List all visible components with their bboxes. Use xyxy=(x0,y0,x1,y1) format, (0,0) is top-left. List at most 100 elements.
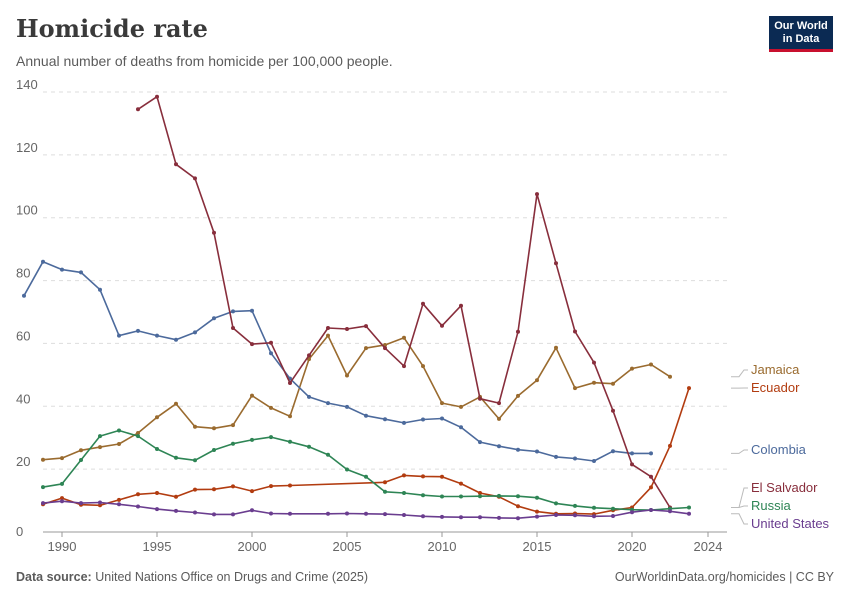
data-point[interactable] xyxy=(364,324,368,329)
data-point[interactable] xyxy=(459,481,463,486)
data-point[interactable] xyxy=(193,176,197,181)
data-point[interactable] xyxy=(98,500,102,505)
data-point[interactable] xyxy=(649,508,653,512)
series-label[interactable]: Ecuador xyxy=(751,380,800,395)
data-point[interactable] xyxy=(60,481,64,486)
data-point[interactable] xyxy=(136,434,140,439)
data-point[interactable] xyxy=(687,386,691,391)
data-point[interactable] xyxy=(592,459,596,463)
data-point[interactable] xyxy=(554,501,558,506)
data-point[interactable] xyxy=(345,467,349,472)
data-point[interactable] xyxy=(573,329,577,334)
data-point[interactable] xyxy=(497,444,501,449)
data-point[interactable] xyxy=(174,455,178,460)
data-point[interactable] xyxy=(535,192,539,197)
series-el-salvador[interactable] xyxy=(136,94,672,510)
data-point[interactable] xyxy=(212,487,216,492)
data-point[interactable] xyxy=(136,107,140,112)
data-point[interactable] xyxy=(516,516,520,521)
data-point[interactable] xyxy=(155,491,159,495)
data-point[interactable] xyxy=(649,474,653,479)
data-point[interactable] xyxy=(573,456,577,461)
data-point[interactable] xyxy=(516,393,520,398)
data-point[interactable] xyxy=(554,261,558,266)
data-point[interactable] xyxy=(250,489,254,494)
data-point[interactable] xyxy=(79,270,83,275)
data-point[interactable] xyxy=(459,404,463,409)
data-point[interactable] xyxy=(497,515,501,520)
data-point[interactable] xyxy=(269,405,273,410)
data-point[interactable] xyxy=(364,511,368,516)
data-point[interactable] xyxy=(174,401,178,406)
data-point[interactable] xyxy=(98,503,102,508)
data-point[interactable] xyxy=(41,485,45,490)
data-point[interactable] xyxy=(212,316,216,321)
data-point[interactable] xyxy=(250,342,254,347)
data-point[interactable] xyxy=(364,474,368,479)
data-point[interactable] xyxy=(345,404,349,409)
data-point[interactable] xyxy=(155,415,159,420)
data-point[interactable] xyxy=(383,512,387,517)
series-ecuador[interactable] xyxy=(41,386,691,517)
data-point[interactable] xyxy=(136,504,140,509)
data-point[interactable] xyxy=(516,494,520,499)
data-point[interactable] xyxy=(649,362,653,367)
data-point[interactable] xyxy=(60,496,64,501)
data-point[interactable] xyxy=(649,485,653,490)
data-point[interactable] xyxy=(440,514,444,519)
data-point[interactable] xyxy=(155,447,159,451)
data-point[interactable] xyxy=(345,327,349,331)
data-point[interactable] xyxy=(193,424,197,429)
data-point[interactable] xyxy=(573,513,577,518)
series-jamaica[interactable] xyxy=(41,333,672,462)
data-point[interactable] xyxy=(231,441,235,446)
data-point[interactable] xyxy=(459,494,463,499)
data-point[interactable] xyxy=(345,511,349,516)
data-point[interactable] xyxy=(269,340,273,345)
data-point[interactable] xyxy=(79,501,83,506)
data-point[interactable] xyxy=(402,364,406,369)
data-point[interactable] xyxy=(459,515,463,520)
data-point[interactable] xyxy=(554,345,558,350)
data-point[interactable] xyxy=(611,381,615,386)
data-point[interactable] xyxy=(79,448,83,453)
data-point[interactable] xyxy=(98,287,102,292)
data-point[interactable] xyxy=(174,494,178,499)
data-point[interactable] xyxy=(307,444,311,449)
data-point[interactable] xyxy=(174,337,178,342)
data-point[interactable] xyxy=(193,510,197,515)
data-point[interactable] xyxy=(592,360,596,365)
data-point[interactable] xyxy=(117,442,121,446)
data-point[interactable] xyxy=(269,351,273,356)
data-point[interactable] xyxy=(269,435,273,440)
data-point[interactable] xyxy=(440,494,444,499)
data-point[interactable] xyxy=(136,492,140,497)
data-point[interactable] xyxy=(554,454,558,459)
data-point[interactable] xyxy=(611,514,615,518)
data-point[interactable] xyxy=(383,480,387,485)
data-point[interactable] xyxy=(383,346,387,351)
data-point[interactable] xyxy=(79,458,83,462)
data-point[interactable] xyxy=(497,493,501,498)
series-line[interactable] xyxy=(23,260,651,462)
data-point[interactable] xyxy=(383,417,387,422)
data-point[interactable] xyxy=(554,513,558,517)
data-point[interactable] xyxy=(497,416,501,421)
data-point[interactable] xyxy=(516,329,520,334)
data-point[interactable] xyxy=(250,393,254,398)
data-point[interactable] xyxy=(364,413,368,418)
data-point[interactable] xyxy=(421,364,425,369)
data-point[interactable] xyxy=(611,506,615,511)
data-point[interactable] xyxy=(421,493,425,498)
data-point[interactable] xyxy=(250,308,254,313)
data-point[interactable] xyxy=(383,489,387,494)
data-point[interactable] xyxy=(155,94,159,99)
series-label[interactable]: Jamaica xyxy=(751,362,800,377)
data-point[interactable] xyxy=(60,499,64,504)
data-point[interactable] xyxy=(136,431,140,435)
data-point[interactable] xyxy=(364,346,368,351)
data-point[interactable] xyxy=(231,326,235,330)
series-label[interactable]: Russia xyxy=(751,498,792,513)
data-point[interactable] xyxy=(117,333,121,338)
data-point[interactable] xyxy=(573,503,577,508)
